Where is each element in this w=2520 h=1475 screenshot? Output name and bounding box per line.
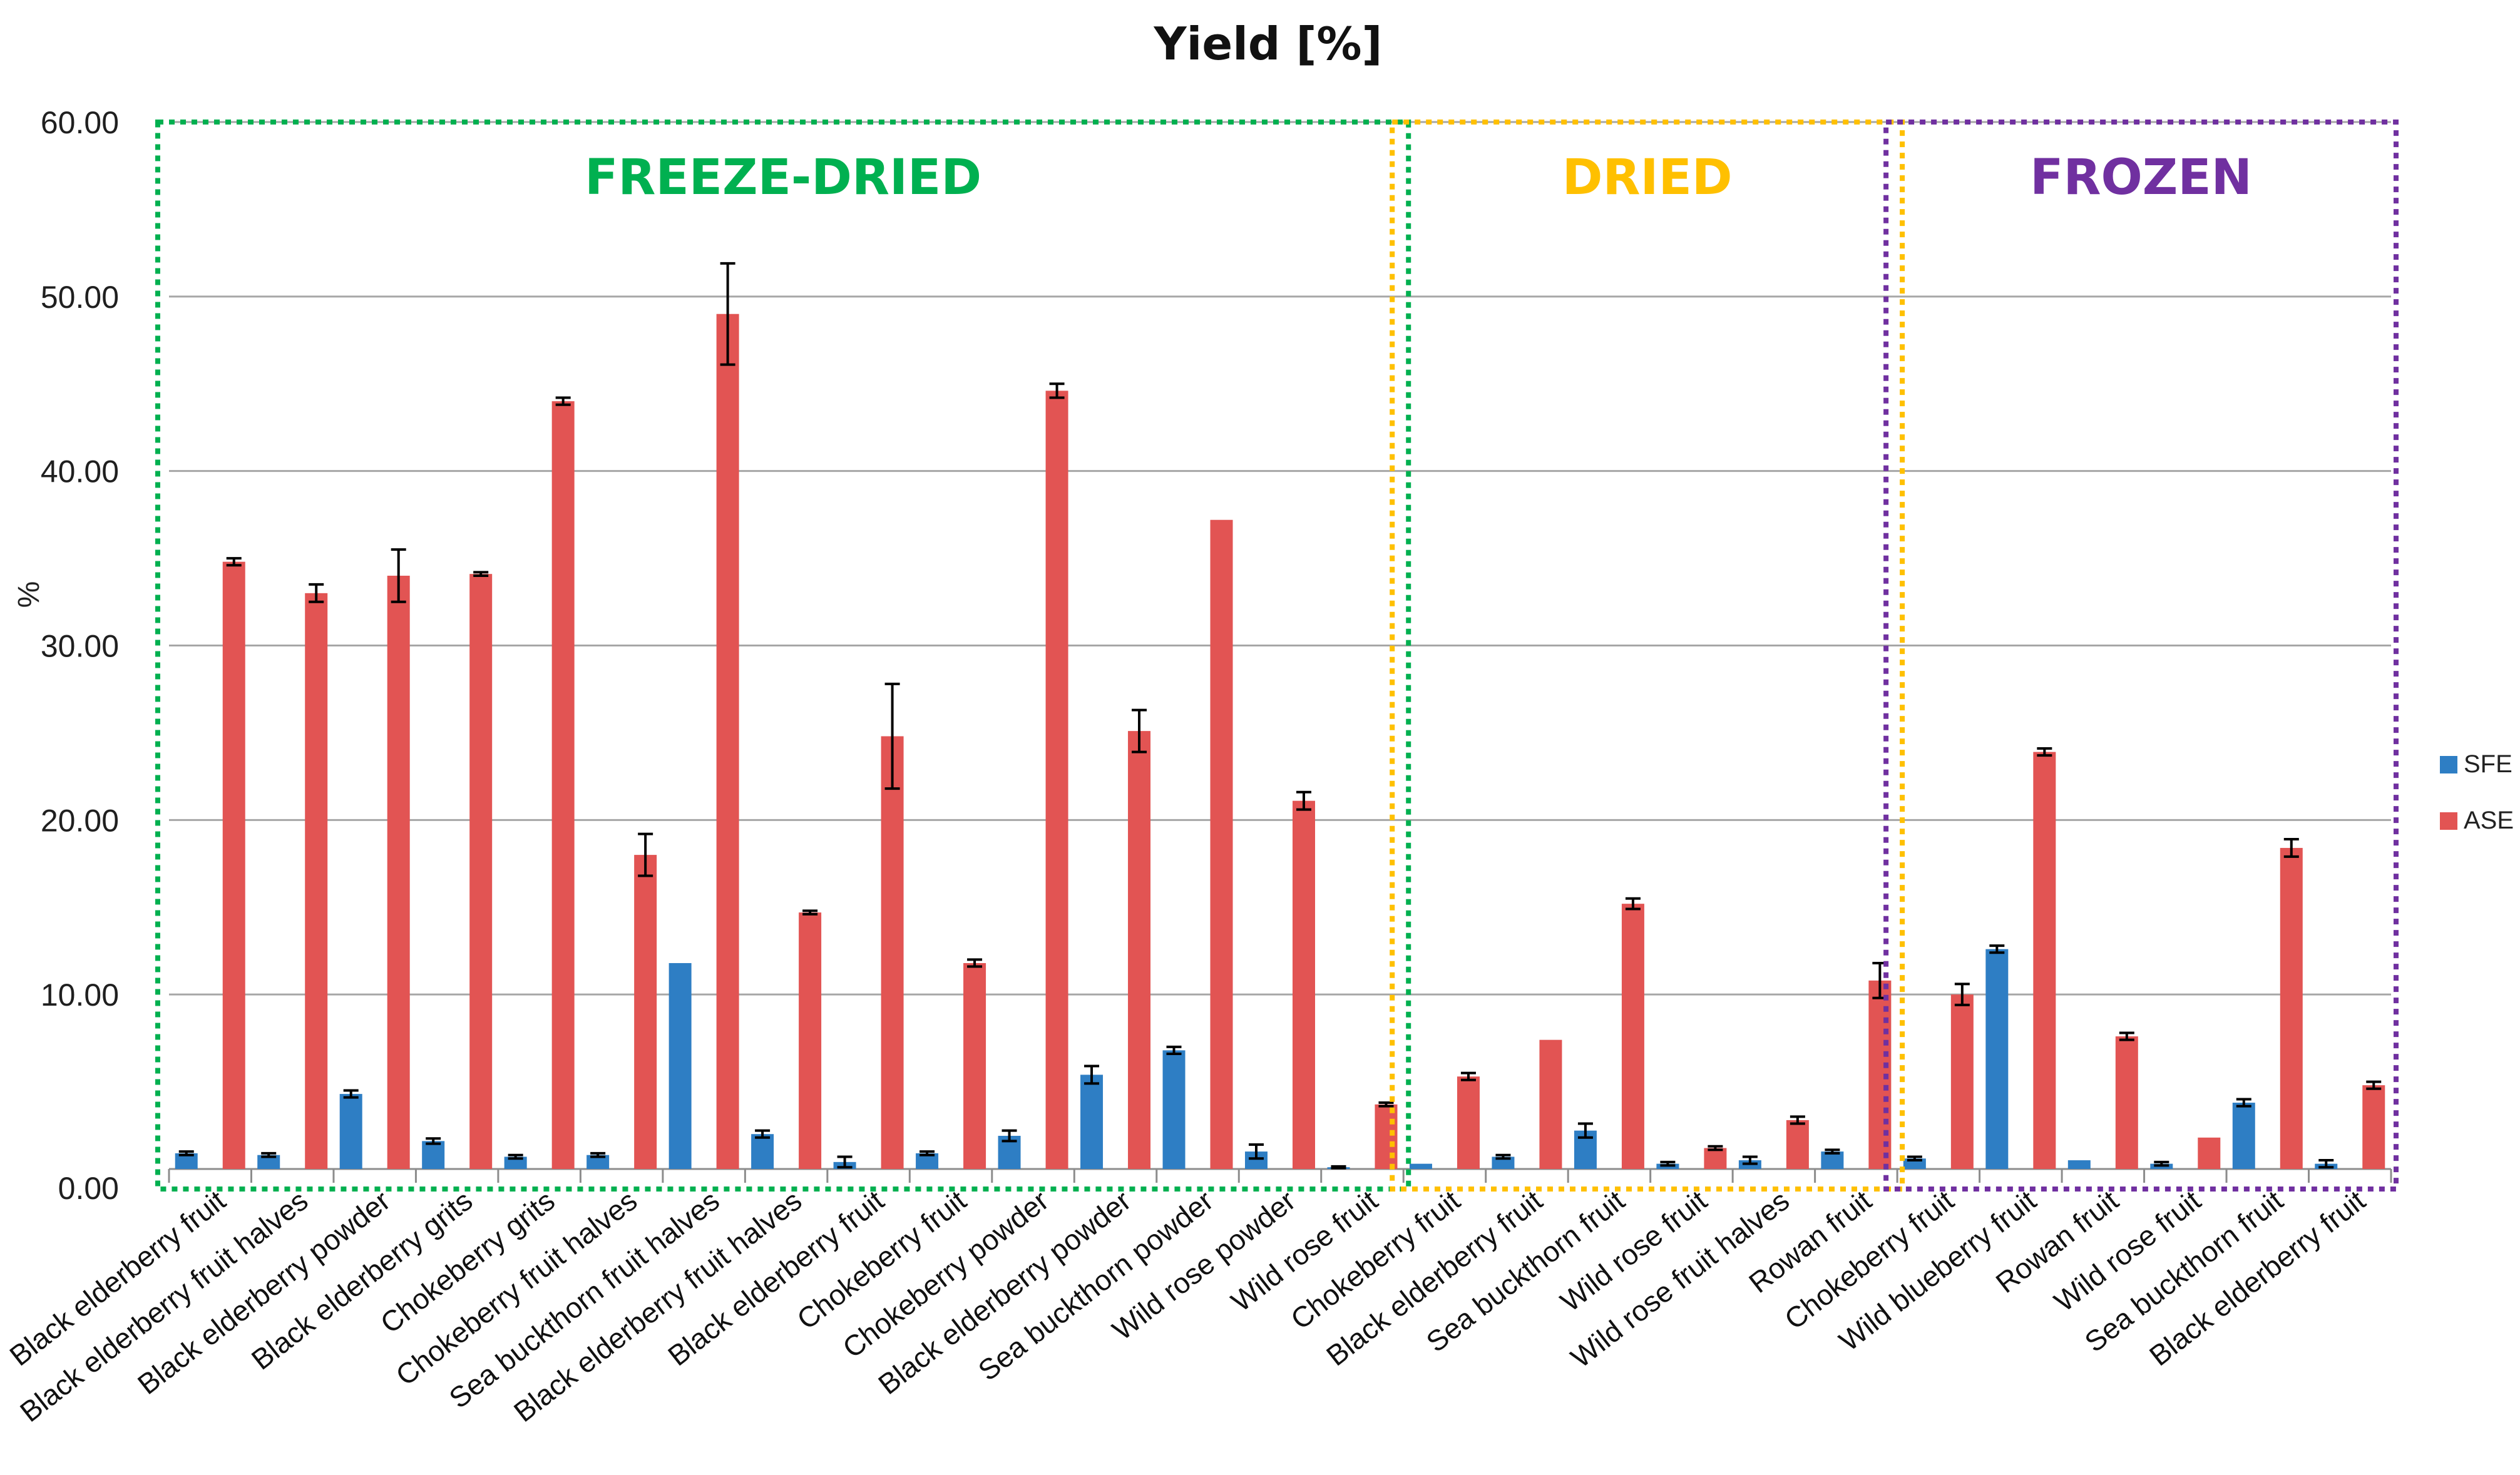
y-tick-label: 40.00 — [41, 454, 119, 489]
ase-bar — [2115, 1036, 2138, 1169]
group-label: DRIED — [1562, 150, 1733, 206]
group-boxes: FREEZE-DRIED DRIED FROZEN — [155, 120, 2399, 1192]
ase-bar — [1293, 800, 1315, 1169]
ase-bar — [1210, 519, 1233, 1169]
ase-bar — [1704, 1148, 1727, 1169]
y-tick-label: 50.00 — [41, 280, 119, 315]
ase-bar — [2033, 752, 2056, 1169]
legend: SFE ASE — [2440, 750, 2514, 834]
ase-bar — [1950, 994, 1974, 1169]
y-axis-label: % — [13, 581, 46, 608]
sfe-bar — [257, 1155, 280, 1169]
sfe-bar — [2232, 1103, 2255, 1169]
y-tick-labels: 0.00 10.00 20.00 30.00 40.00 50.00 60.00 — [41, 105, 119, 1206]
ase-bar — [2198, 1137, 2221, 1169]
ase-bar — [1621, 904, 1644, 1169]
ase-bar — [1375, 1104, 1398, 1169]
ase-bar — [716, 314, 739, 1169]
sfe-bar — [668, 962, 692, 1169]
ase-bar — [634, 855, 657, 1169]
grid-lines — [168, 121, 2392, 1183]
sfe-bar — [1985, 949, 2009, 1169]
legend-label: ASE — [2464, 807, 2514, 834]
ase-bar — [799, 912, 822, 1169]
ase-bar — [2362, 1085, 2385, 1169]
ase-bar — [551, 401, 575, 1170]
group-label: FREEZE-DRIED — [585, 150, 981, 206]
sfe-bar — [504, 1156, 527, 1169]
ase-bar — [222, 561, 245, 1169]
sfe-bar — [1492, 1156, 1515, 1169]
chart-title: Yield [%] — [1154, 18, 1383, 70]
sfe-bar — [1162, 1050, 1186, 1169]
ase-bar — [387, 575, 410, 1169]
ase-bar — [881, 736, 904, 1169]
y-tick-label: 10.00 — [41, 977, 119, 1013]
group-label: FROZEN — [2030, 150, 2252, 206]
ase-bar — [963, 962, 986, 1169]
group-box — [155, 120, 1411, 1192]
ase-bar — [1457, 1076, 1480, 1169]
y-tick-label: 30.00 — [41, 629, 119, 664]
y-tick-label: 20.00 — [41, 803, 119, 838]
sfe-bar — [422, 1141, 445, 1169]
legend-swatch — [2440, 812, 2457, 830]
ase-bar — [305, 593, 328, 1169]
ase-bar — [1128, 731, 1151, 1169]
legend-swatch — [2440, 756, 2457, 773]
y-tick-label: 60.00 — [41, 105, 119, 140]
legend-label: SFE — [2464, 750, 2512, 778]
sfe-bar — [586, 1155, 610, 1169]
y-tick-label: 0.00 — [58, 1171, 119, 1206]
sfe-bar — [2067, 1160, 2091, 1169]
ase-bar — [1539, 1039, 1562, 1169]
sfe-bar — [1409, 1163, 1432, 1169]
group-box — [1390, 120, 1905, 1192]
ase-bar — [469, 574, 493, 1169]
ase-bar — [1045, 390, 1068, 1169]
sfe-bar — [1080, 1074, 1104, 1169]
bars — [175, 262, 2385, 1170]
sfe-bar — [751, 1134, 774, 1169]
ase-bar — [1786, 1120, 1809, 1169]
sfe-bar — [339, 1094, 362, 1169]
ase-bar — [2280, 847, 2303, 1169]
